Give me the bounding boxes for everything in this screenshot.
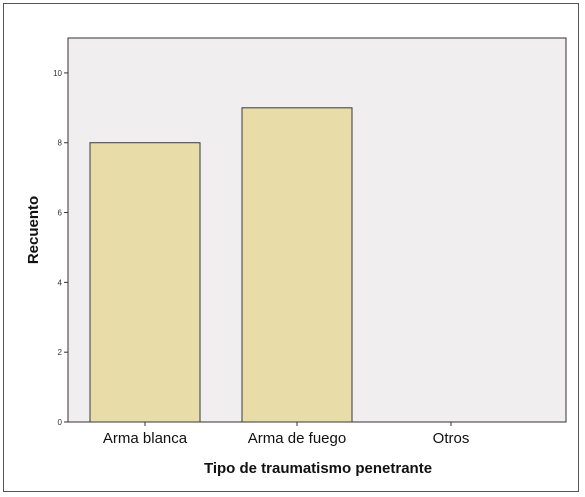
y-tick-label: 4 (58, 278, 63, 287)
x-axis-title: Tipo de traumatismo penetrante (204, 460, 432, 477)
y-axis-ticks: 0 2 4 6 8 10 (53, 69, 68, 427)
y-tick-label: 0 (58, 418, 63, 427)
bar-arma-blanca (89, 142, 201, 423)
y-tick-label: 6 (58, 209, 63, 218)
y-tick-label: 8 (58, 139, 63, 148)
x-axis-tick-labels: Arma blanca Arma de fuego Otros (103, 422, 469, 447)
x-tick-label: Otros (433, 430, 470, 447)
y-tick-label: 2 (58, 348, 63, 357)
bars (89, 107, 353, 423)
x-tick-label: Arma de fuego (248, 430, 346, 447)
y-axis-title: Recuento (25, 196, 42, 264)
bar-arma-de-fuego (241, 107, 353, 423)
x-tick-label: Arma blanca (103, 430, 188, 447)
y-tick-label: 10 (53, 69, 62, 78)
